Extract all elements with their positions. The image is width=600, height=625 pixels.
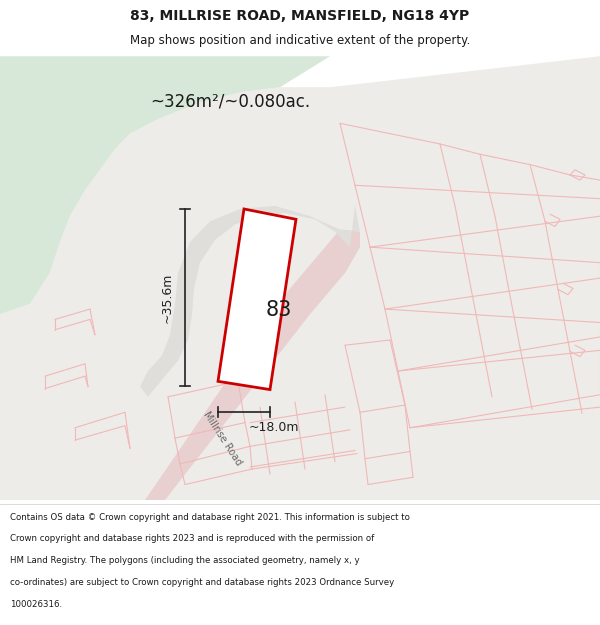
Text: 83, MILLRISE ROAD, MANSFIELD, NG18 4YP: 83, MILLRISE ROAD, MANSFIELD, NG18 4YP (130, 9, 470, 22)
Text: 100026316.: 100026316. (10, 600, 62, 609)
Polygon shape (218, 209, 296, 389)
Text: Contains OS data © Crown copyright and database right 2021. This information is : Contains OS data © Crown copyright and d… (10, 512, 410, 521)
Text: 83: 83 (266, 300, 292, 320)
Polygon shape (140, 123, 360, 397)
Polygon shape (0, 56, 330, 314)
Text: ~326m²/~0.080ac.: ~326m²/~0.080ac. (150, 92, 310, 111)
Text: Millrise Road: Millrise Road (201, 409, 243, 467)
Text: ~35.6m: ~35.6m (161, 272, 173, 323)
Polygon shape (130, 229, 360, 500)
Text: Map shows position and indicative extent of the property.: Map shows position and indicative extent… (130, 34, 470, 47)
Text: ~18.0m: ~18.0m (249, 421, 299, 434)
Polygon shape (0, 56, 600, 500)
Text: co-ordinates) are subject to Crown copyright and database rights 2023 Ordnance S: co-ordinates) are subject to Crown copyr… (10, 578, 394, 587)
Text: HM Land Registry. The polygons (including the associated geometry, namely x, y: HM Land Registry. The polygons (includin… (10, 556, 360, 565)
Text: Crown copyright and database rights 2023 and is reproduced with the permission o: Crown copyright and database rights 2023… (10, 534, 374, 543)
